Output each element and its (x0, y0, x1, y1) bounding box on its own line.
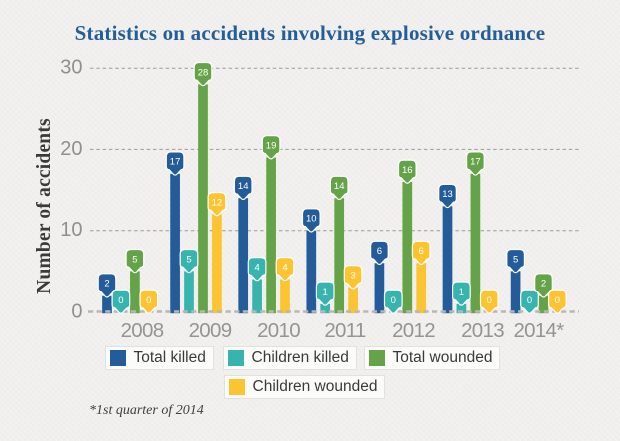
svg-text:0: 0 (118, 295, 123, 306)
svg-text:2008: 2008 (121, 319, 164, 342)
svg-text:2014*: 2014* (513, 319, 564, 342)
svg-text:5: 5 (132, 254, 137, 265)
svg-text:2011: 2011 (324, 319, 366, 342)
svg-text:0: 0 (487, 295, 492, 306)
svg-text:0: 0 (391, 295, 396, 306)
svg-text:4: 4 (254, 262, 259, 273)
svg-text:10: 10 (306, 214, 317, 225)
svg-text:0: 0 (527, 295, 532, 306)
svg-text:16: 16 (402, 165, 413, 176)
svg-text:2013: 2013 (461, 319, 504, 342)
svg-text:0: 0 (71, 301, 82, 323)
svg-text:14: 14 (334, 181, 345, 192)
svg-text:17: 17 (470, 157, 481, 168)
svg-text:5: 5 (186, 254, 191, 265)
svg-text:2009: 2009 (189, 319, 232, 342)
svg-text:30: 30 (60, 57, 82, 79)
svg-text:19: 19 (266, 141, 277, 152)
svg-text:10: 10 (60, 219, 82, 241)
svg-text:13: 13 (442, 189, 453, 200)
svg-text:14: 14 (238, 181, 249, 192)
svg-text:0: 0 (555, 295, 560, 306)
svg-text:3: 3 (350, 271, 355, 282)
svg-text:20: 20 (60, 138, 82, 160)
svg-text:17: 17 (170, 157, 181, 168)
svg-text:1: 1 (323, 287, 328, 298)
svg-text:4: 4 (282, 262, 287, 273)
svg-text:28: 28 (198, 67, 209, 78)
svg-text:2: 2 (104, 279, 109, 290)
svg-text:6: 6 (419, 246, 424, 257)
svg-text:1: 1 (459, 287, 464, 298)
svg-text:2012: 2012 (392, 319, 435, 342)
svg-text:12: 12 (212, 197, 223, 208)
svg-text:5: 5 (513, 254, 518, 265)
svg-text:2: 2 (541, 279, 546, 290)
svg-text:0: 0 (146, 295, 151, 306)
svg-text:6: 6 (377, 246, 382, 257)
svg-text:2010: 2010 (257, 319, 300, 342)
